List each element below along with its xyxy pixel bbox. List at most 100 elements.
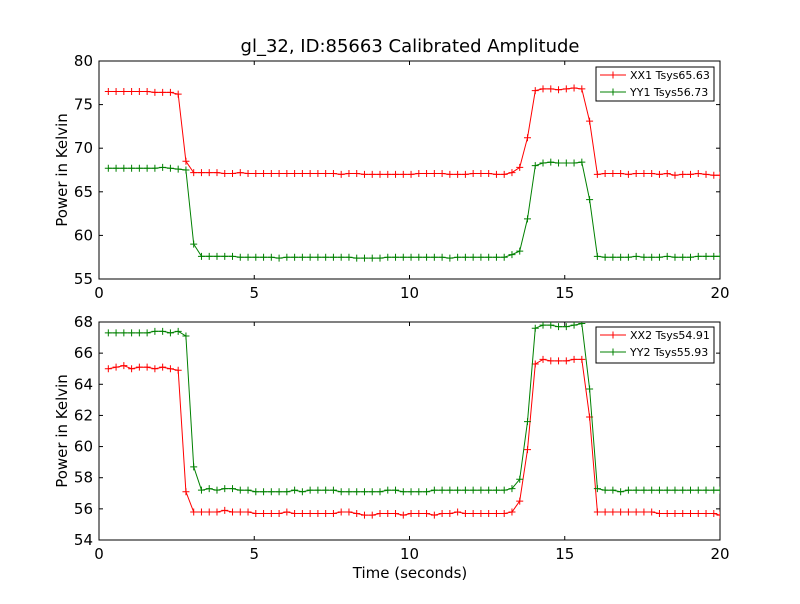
data-point xyxy=(260,253,268,261)
data-point xyxy=(337,170,345,178)
data-point xyxy=(120,88,128,96)
data-point xyxy=(329,486,337,494)
data-point xyxy=(555,86,563,94)
data-point xyxy=(702,486,710,494)
data-point xyxy=(586,117,594,125)
series-1 xyxy=(104,355,720,519)
data-point xyxy=(570,355,578,363)
data-point xyxy=(648,508,656,516)
legend-box xyxy=(595,326,715,364)
data-point xyxy=(702,170,710,178)
data-point xyxy=(197,169,205,177)
data-point xyxy=(539,159,547,167)
data-point xyxy=(617,508,625,516)
data-point xyxy=(384,170,392,178)
data-point xyxy=(205,169,213,177)
data-point xyxy=(655,486,663,494)
data-point xyxy=(469,253,477,261)
data-point xyxy=(523,134,531,142)
y-tick-label: 60 xyxy=(74,226,93,244)
data-point xyxy=(143,88,151,96)
data-point xyxy=(244,169,252,177)
data-point xyxy=(166,88,174,96)
data-point xyxy=(128,329,136,337)
data-point xyxy=(112,363,120,371)
data-point xyxy=(384,486,392,494)
data-point xyxy=(407,510,415,518)
data-point xyxy=(360,170,368,178)
data-point xyxy=(702,252,710,260)
data-point xyxy=(407,170,415,178)
data-point xyxy=(671,486,679,494)
data-point xyxy=(205,508,213,516)
data-point xyxy=(716,511,720,519)
data-point xyxy=(291,486,299,494)
data-point xyxy=(376,488,384,496)
data-point xyxy=(624,508,632,516)
data-point xyxy=(345,508,353,516)
data-point xyxy=(624,486,632,494)
data-point xyxy=(236,169,244,177)
data-point xyxy=(477,510,485,518)
data-point xyxy=(392,510,400,518)
data-point xyxy=(353,488,361,496)
data-point xyxy=(337,488,345,496)
data-point xyxy=(609,486,617,494)
data-point xyxy=(648,169,656,177)
data-point xyxy=(492,253,500,261)
data-point xyxy=(407,488,415,496)
data-point xyxy=(632,508,640,516)
data-point xyxy=(252,510,260,518)
data-point xyxy=(469,486,477,494)
data-point xyxy=(392,486,400,494)
data-point xyxy=(345,169,353,177)
data-point xyxy=(555,159,563,167)
data-point xyxy=(562,85,570,93)
data-point xyxy=(252,253,260,261)
data-point xyxy=(166,164,174,172)
data-point xyxy=(314,169,322,177)
data-point xyxy=(671,253,679,261)
data-point xyxy=(135,88,143,96)
data-point xyxy=(477,253,485,261)
legend-label: XX2 Tsys54.91 xyxy=(630,329,710,342)
data-point xyxy=(221,506,229,514)
legend: XX1 Tsys65.63 YY1 Tsys56.73 xyxy=(595,66,715,102)
data-point xyxy=(663,486,671,494)
data-point xyxy=(624,170,632,178)
data-point xyxy=(508,251,516,259)
data-point xyxy=(570,322,578,329)
data-point xyxy=(322,253,330,261)
data-point xyxy=(516,163,524,171)
data-point xyxy=(182,488,190,496)
data-point xyxy=(306,253,314,261)
data-point xyxy=(555,323,563,331)
data-point xyxy=(500,486,508,494)
data-point xyxy=(104,365,112,373)
data-point xyxy=(578,322,586,328)
data-point xyxy=(392,253,400,261)
data-point xyxy=(345,488,353,496)
data-point xyxy=(392,170,400,178)
data-point xyxy=(260,488,268,496)
data-point xyxy=(174,165,182,173)
data-point xyxy=(609,169,617,177)
data-point xyxy=(174,327,182,335)
data-point xyxy=(663,252,671,260)
data-point xyxy=(267,488,275,496)
data-point xyxy=(687,253,695,261)
data-point xyxy=(229,169,237,177)
data-point xyxy=(710,171,718,179)
data-point xyxy=(500,253,508,261)
data-point xyxy=(454,508,462,516)
data-point xyxy=(353,169,361,177)
data-point xyxy=(679,486,687,494)
data-point xyxy=(578,158,586,166)
y-tick-label: 65 xyxy=(74,183,93,201)
data-point xyxy=(687,510,695,518)
data-point xyxy=(260,169,268,177)
data-point xyxy=(376,510,384,518)
data-point xyxy=(617,488,625,496)
data-point xyxy=(500,510,508,518)
data-point xyxy=(531,162,539,170)
